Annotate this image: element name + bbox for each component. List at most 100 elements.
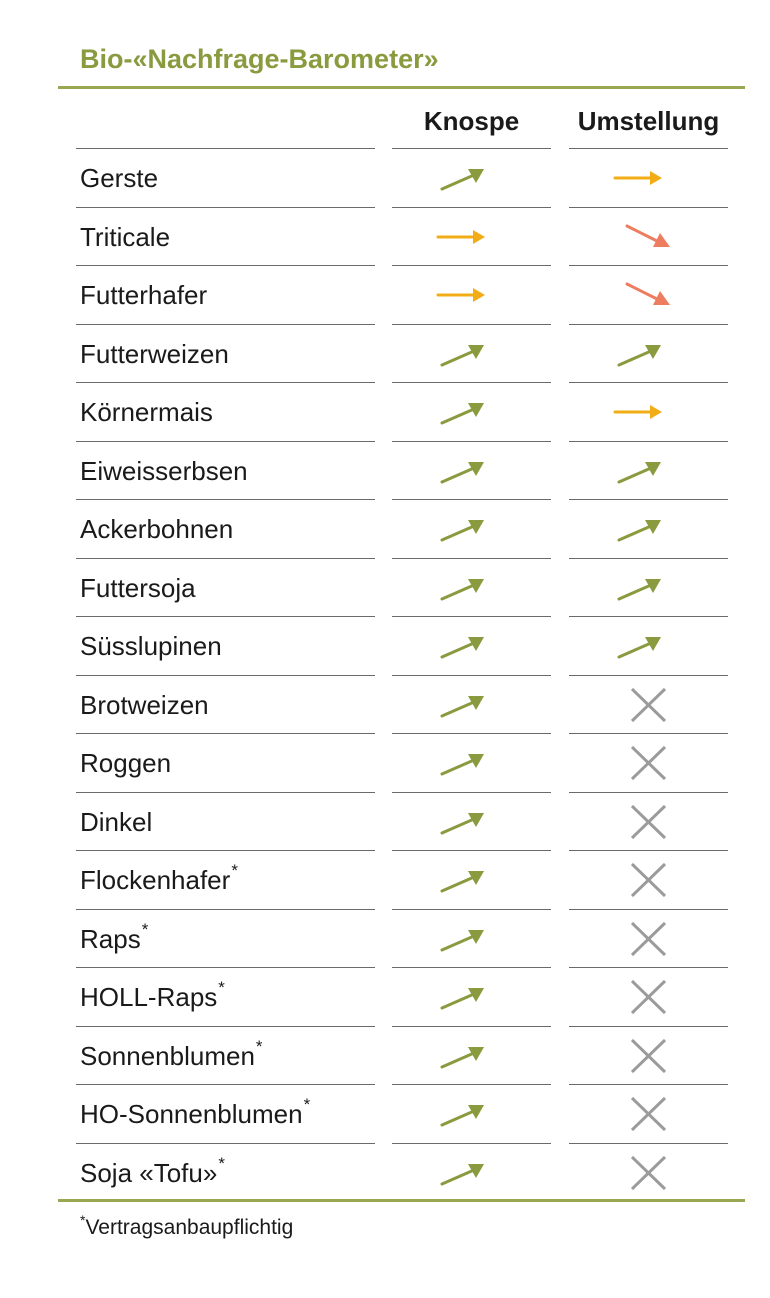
row-divider (569, 675, 728, 676)
row-divider (569, 1084, 728, 1085)
row-label: Gerste (80, 149, 158, 207)
row-divider (569, 909, 728, 910)
crop-name: Ackerbohnen (80, 514, 234, 544)
arrow-up-right-icon (392, 1144, 551, 1202)
row-divider (392, 441, 551, 442)
arrow-right-icon (569, 149, 728, 207)
crop-name: Futtersoja (80, 573, 196, 603)
row-divider (392, 324, 551, 325)
arrow-down-right-icon (569, 266, 728, 324)
cross-icon (569, 1144, 728, 1202)
arrow-up-right-icon (392, 149, 551, 207)
arrow-up-right-icon (392, 676, 551, 734)
row-label: Dinkel (80, 793, 152, 851)
row-divider (569, 324, 728, 325)
row-divider (569, 207, 728, 208)
row-divider (76, 1143, 375, 1144)
crop-name: Körnermais (80, 397, 213, 427)
bottom-rule (58, 1199, 745, 1202)
arrow-right-icon (569, 383, 728, 441)
row-label: HOLL-Raps* (80, 968, 225, 1026)
column-header-knospe: Knospe (423, 106, 520, 136)
row-label: Eiweisserbsen (80, 442, 248, 500)
footnote: *Vertragsanbaupflichtig (80, 1212, 294, 1240)
row-divider (569, 792, 728, 793)
contract-asterisk: * (231, 861, 238, 880)
row-label: Ackerbohnen (80, 500, 233, 558)
arrow-up-right-icon (392, 968, 551, 1026)
crop-name: Brotweizen (80, 690, 209, 720)
row-label: Brotweizen (80, 676, 209, 734)
arrow-up-right-icon (392, 910, 551, 968)
row-label: Raps* (80, 910, 148, 968)
row-divider (569, 967, 728, 968)
row-divider (392, 675, 551, 676)
footnote-text: Vertragsanbaupflichtig (85, 1216, 294, 1239)
contract-asterisk: * (218, 978, 225, 997)
row-divider (76, 558, 375, 559)
cross-icon (569, 851, 728, 909)
crop-name: Raps (80, 924, 141, 954)
arrow-up-right-icon (392, 325, 551, 383)
row-divider (76, 441, 375, 442)
row-label: Futterhafer (80, 266, 207, 324)
row-divider (392, 382, 551, 383)
row-divider (76, 675, 375, 676)
row-label: Körnermais (80, 383, 213, 441)
table-title: Bio-«Nachfrage-Barometer» (80, 44, 439, 74)
arrow-up-right-icon (569, 617, 728, 675)
arrow-up-right-icon (392, 442, 551, 500)
row-divider (392, 207, 551, 208)
row-divider (569, 265, 728, 266)
row-divider (569, 1026, 728, 1027)
crop-name: Futterweizen (80, 339, 229, 369)
footnote-asterisk: * (80, 1212, 86, 1228)
row-divider (392, 1084, 551, 1085)
title-rule (58, 86, 745, 89)
crop-name: Gerste (80, 163, 159, 193)
cross-icon (569, 1085, 728, 1143)
row-label: HO-Sonnenblumen* (80, 1085, 310, 1143)
arrow-up-right-icon (392, 500, 551, 558)
row-divider (76, 792, 375, 793)
row-divider (76, 850, 375, 851)
row-divider (76, 324, 375, 325)
arrow-down-right-icon (569, 208, 728, 266)
arrow-up-right-icon (569, 500, 728, 558)
cross-icon (569, 910, 728, 968)
contract-asterisk: * (255, 1037, 263, 1056)
row-label: Süsslupinen (80, 617, 222, 675)
row-divider (392, 499, 551, 500)
crop-name: Roggen (80, 748, 172, 778)
row-divider (392, 265, 551, 266)
row-divider (569, 1143, 728, 1144)
row-divider (76, 207, 375, 208)
row-divider (76, 1084, 375, 1085)
crop-name: Süsslupinen (80, 631, 222, 661)
cross-icon (569, 793, 728, 851)
row-divider (392, 850, 551, 851)
row-divider (76, 733, 375, 734)
row-divider (76, 616, 375, 617)
row-label: Flockenhafer* (80, 851, 238, 909)
row-divider (569, 733, 728, 734)
row-divider (569, 850, 728, 851)
row-divider (392, 558, 551, 559)
row-label: Soja «Tofu»* (80, 1144, 225, 1202)
row-divider (569, 499, 728, 500)
row-divider (569, 148, 728, 149)
contract-asterisk: * (303, 1095, 311, 1114)
row-divider (569, 558, 728, 559)
row-divider (76, 909, 375, 910)
crop-name: HOLL-Raps (80, 982, 218, 1012)
crop-name: Eiweisserbsen (80, 456, 248, 486)
row-divider (76, 265, 375, 266)
arrow-up-right-icon (392, 851, 551, 909)
row-divider (76, 967, 375, 968)
arrow-up-right-icon (392, 1027, 551, 1085)
row-divider (392, 792, 551, 793)
crop-name: Dinkel (80, 807, 153, 837)
row-divider (392, 967, 551, 968)
row-divider (392, 1143, 551, 1144)
row-divider (76, 1026, 375, 1027)
